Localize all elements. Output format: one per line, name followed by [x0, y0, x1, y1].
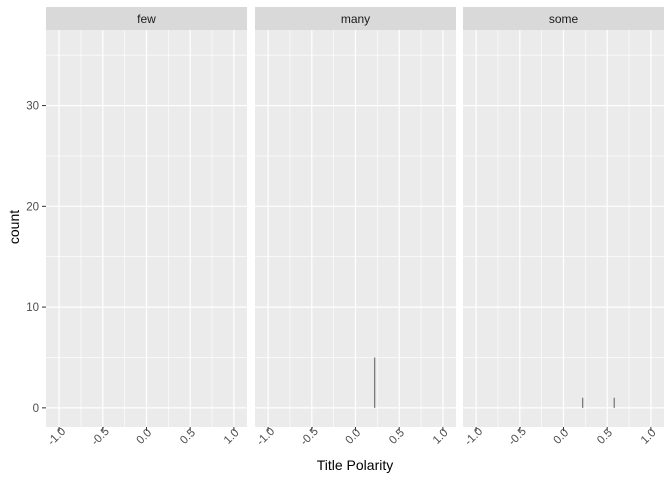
- x-tick-label: -0.5: [506, 426, 529, 449]
- y-tick-label: 10: [26, 302, 39, 314]
- x-tick-label: 0.5: [387, 427, 407, 447]
- y-tick-label: 0: [33, 403, 39, 415]
- y-axis: 0 10 20 30: [26, 101, 46, 415]
- x-tick-label: 0.5: [595, 427, 615, 447]
- x-tick-label: 0.5: [178, 427, 198, 447]
- x-tick-label: 0.0: [343, 427, 363, 447]
- x-tick-label: -0.5: [298, 426, 321, 449]
- y-tick-label: 30: [26, 101, 39, 113]
- x-tick-label: -1.0: [255, 426, 278, 449]
- x-tick-label: 1.0: [639, 427, 659, 447]
- x-tick-label: 1.0: [222, 427, 242, 447]
- x-tick-label: -1.0: [46, 426, 69, 449]
- x-tick-label: 0.0: [551, 427, 571, 447]
- facet-many: many -1.0 -0.5 0.0 0.5 1.0: [255, 7, 456, 448]
- y-tick-label: 20: [26, 201, 39, 213]
- facet-panels: few -1.0 -0.5 0.0 0.5 1.0 many -1.0 -0.5 0.0 0.5 1.…: [46, 7, 664, 448]
- facet-some: some -1.0 -0.5 0.0 0.5 1.0: [463, 7, 664, 448]
- x-tick-label: 1.0: [431, 427, 451, 447]
- y-axis-title: count: [6, 210, 22, 244]
- facet-strip: [255, 7, 456, 30]
- facet-strip: [463, 7, 664, 30]
- facet-strip-label: some: [549, 12, 579, 26]
- x-tick-label: 0.0: [134, 427, 154, 447]
- x-axis-title: Title Polarity: [317, 457, 394, 473]
- x-tick-label: -0.5: [89, 426, 112, 449]
- facet-few: few -1.0 -0.5 0.0 0.5 1.0: [46, 7, 247, 448]
- x-tick-label: -1.0: [463, 426, 486, 449]
- facet-strip: [46, 7, 247, 30]
- facet-strip-label: few: [137, 12, 156, 26]
- facet-strip-label: many: [341, 12, 370, 26]
